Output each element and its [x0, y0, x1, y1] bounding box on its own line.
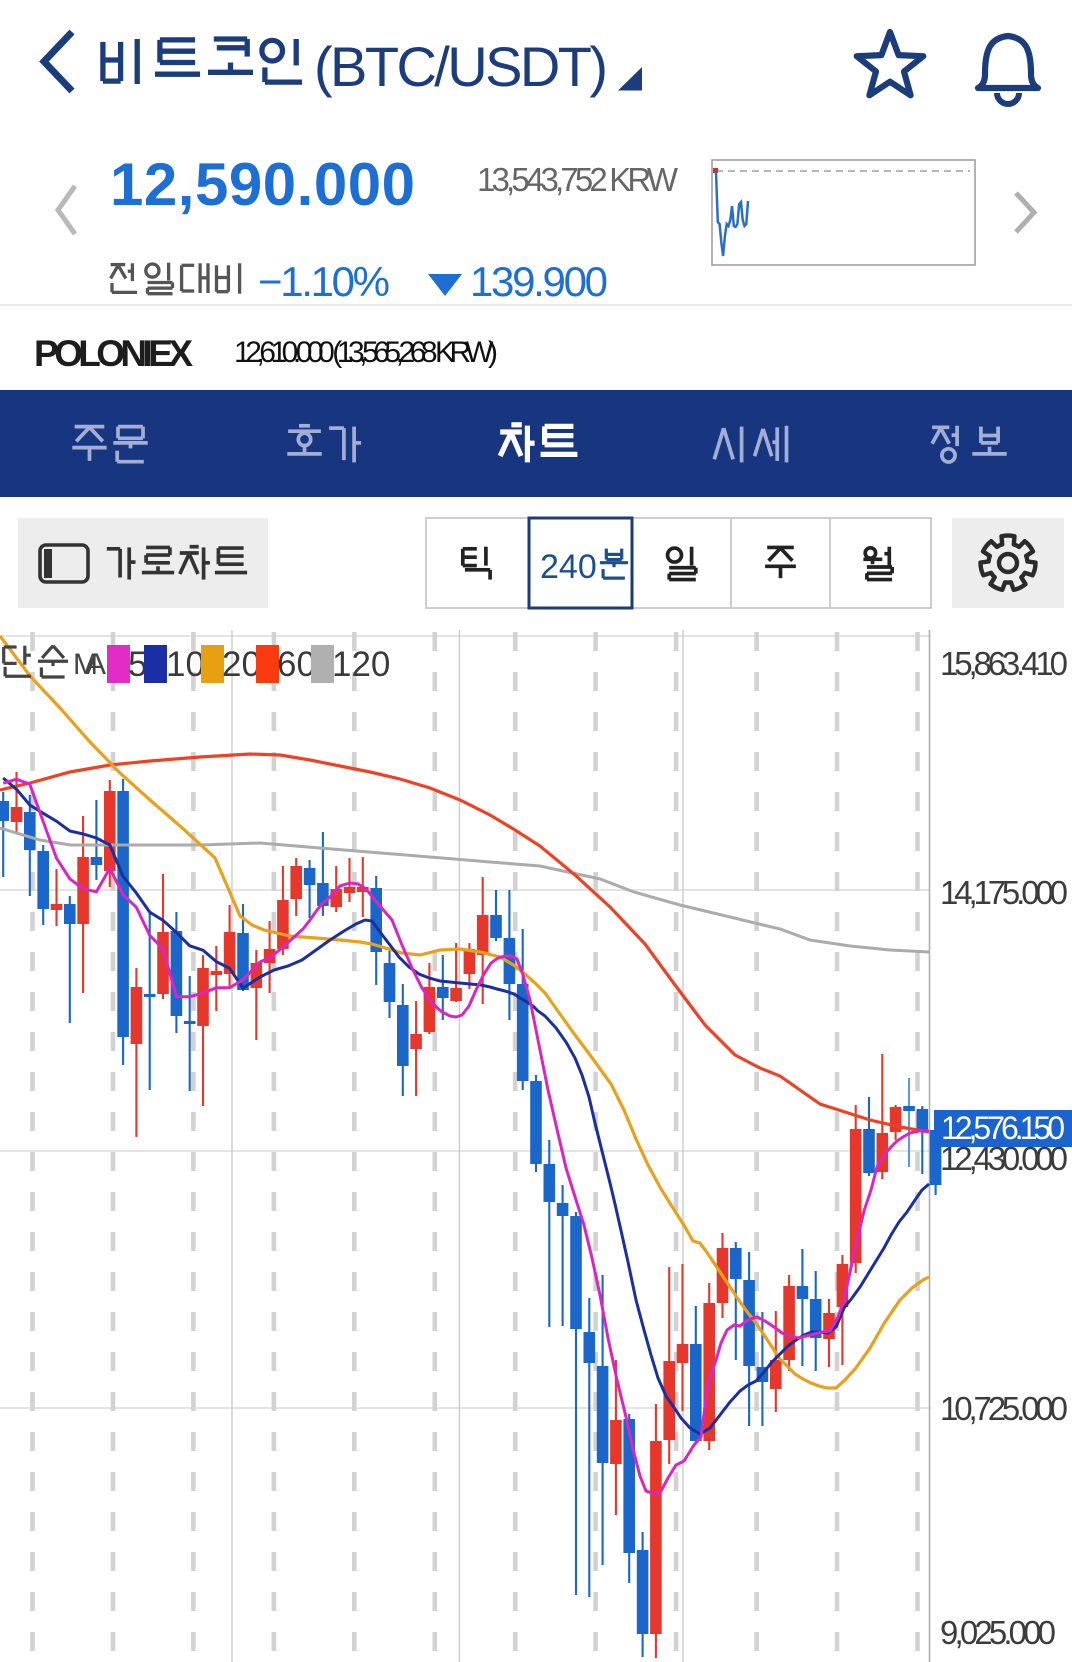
svg-text:139.900: 139.900 [470, 258, 608, 305]
svg-text:9,025.000: 9,025.000 [940, 1614, 1056, 1651]
svg-text:13,543,752 KRW: 13,543,752 KRW [477, 161, 679, 198]
svg-text:10: 10 [166, 645, 205, 684]
svg-text:15,863.410: 15,863.410 [940, 645, 1068, 682]
svg-text:(BTC/USDT): (BTC/USDT) [314, 35, 608, 98]
svg-text:5: 5 [128, 645, 147, 684]
svg-text:10,725.000: 10,725.000 [940, 1390, 1068, 1427]
svg-text:POLONIEX: POLONIEX [34, 333, 193, 374]
svg-text:240: 240 [540, 548, 597, 586]
svg-text:20: 20 [222, 645, 261, 684]
svg-text:60: 60 [277, 645, 316, 684]
svg-text:120: 120 [332, 645, 390, 684]
svg-text:12,590.000: 12,590.000 [110, 151, 415, 218]
svg-text:14,175.000: 14,175.000 [940, 874, 1068, 911]
svg-text:12,610.000 (13,565,268 KRW): 12,610.000 (13,565,268 KRW) [234, 336, 498, 369]
svg-text:MA: MA [73, 648, 106, 681]
svg-text:−1.10%: −1.10% [258, 258, 390, 305]
svg-text:12,576.150: 12,576.150 [941, 1110, 1065, 1146]
